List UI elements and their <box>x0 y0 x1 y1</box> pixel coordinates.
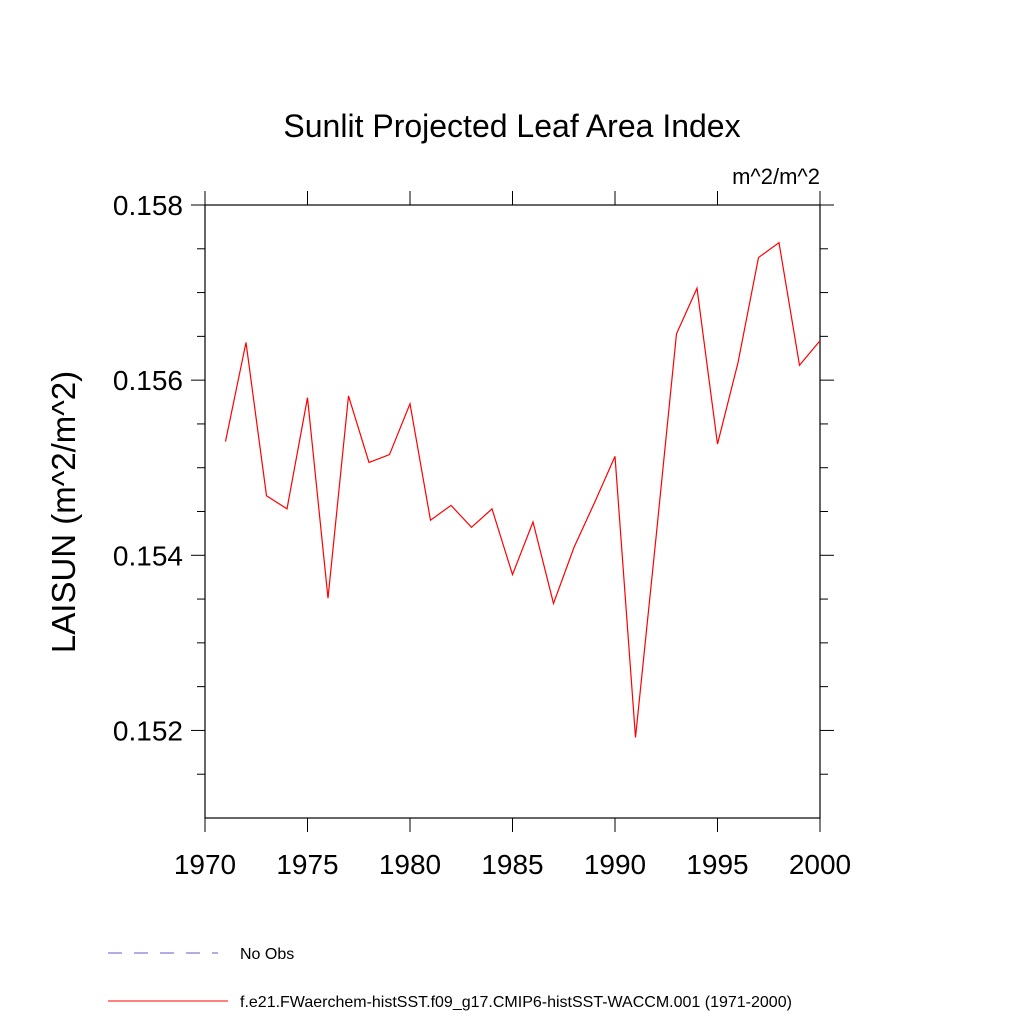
x-tick-label: 1970 <box>174 849 236 880</box>
x-tick-label: 1985 <box>481 849 543 880</box>
x-tick-label: 1975 <box>276 849 338 880</box>
x-tick-label: 1995 <box>686 849 748 880</box>
chart-title: Sunlit Projected Leaf Area Index <box>283 108 740 144</box>
x-tick-label: 2000 <box>789 849 851 880</box>
x-tick-label: 1990 <box>584 849 646 880</box>
y-tick-label: 0.156 <box>113 365 183 396</box>
y-tick-label: 0.154 <box>113 540 183 571</box>
data-line <box>224 241 821 738</box>
x-tick-label: 1980 <box>379 849 441 880</box>
legend-label: f.e21.FWaerchem-histSST.f09_g17.CMIP6-hi… <box>240 994 792 1011</box>
y-axis-label: LAISUN (m^2/m^2) <box>45 371 82 653</box>
legend-label: No Obs <box>240 946 294 963</box>
y-tick-label: 0.152 <box>113 715 183 746</box>
plot-frame <box>204 204 821 819</box>
units-label: m^2/m^2 <box>732 164 820 189</box>
y-tick-label: 0.158 <box>113 190 183 221</box>
